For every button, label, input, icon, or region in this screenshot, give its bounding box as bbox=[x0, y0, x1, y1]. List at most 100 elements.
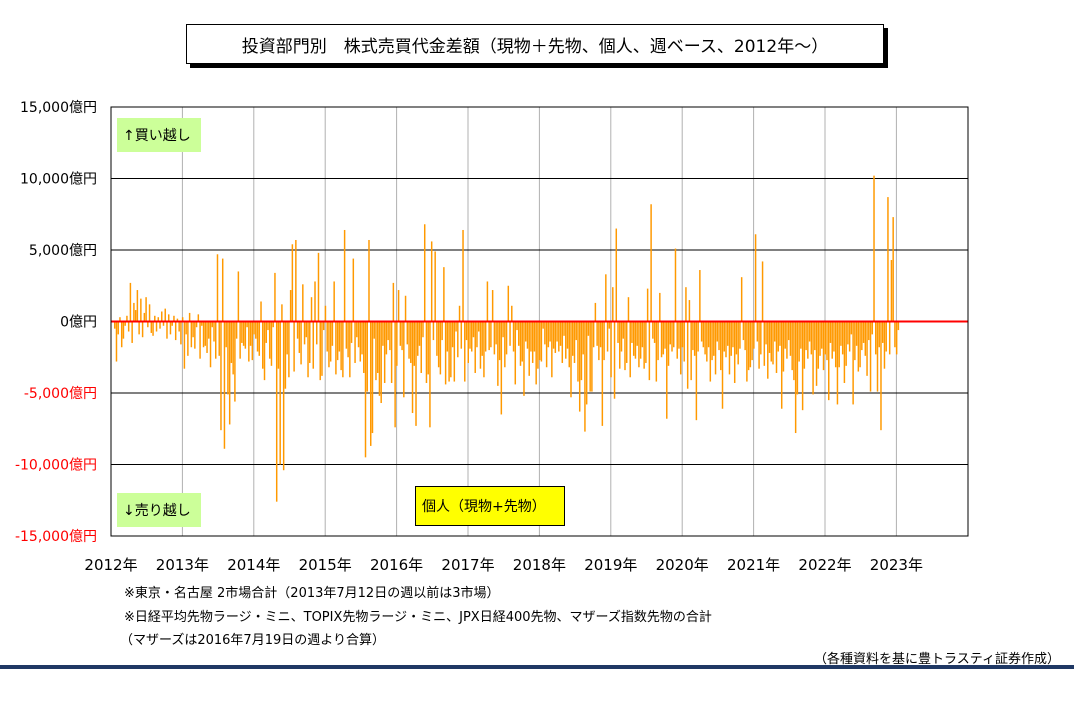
bar bbox=[852, 321, 854, 405]
bar bbox=[124, 321, 126, 326]
bar bbox=[509, 321, 511, 346]
bar bbox=[256, 321, 259, 352]
bar bbox=[836, 321, 839, 405]
bar bbox=[399, 321, 402, 346]
bar bbox=[126, 315, 128, 322]
bar bbox=[288, 321, 290, 378]
bar bbox=[187, 321, 189, 356]
bar bbox=[471, 321, 473, 352]
y-tick-label: -10,000億円 bbox=[15, 458, 97, 474]
bar bbox=[888, 321, 891, 355]
bar bbox=[599, 321, 602, 348]
bar bbox=[429, 321, 431, 428]
bar bbox=[397, 290, 400, 322]
bar bbox=[129, 282, 132, 322]
bar bbox=[780, 321, 783, 409]
bar bbox=[201, 321, 203, 326]
bar bbox=[622, 321, 624, 339]
bar bbox=[396, 321, 398, 366]
bar bbox=[704, 321, 706, 355]
bar bbox=[483, 321, 485, 378]
bar bbox=[371, 321, 374, 434]
bar bbox=[185, 321, 187, 335]
bar bbox=[343, 229, 346, 322]
bar bbox=[444, 321, 447, 385]
bar bbox=[195, 321, 198, 328]
bar bbox=[382, 321, 384, 346]
bar bbox=[845, 321, 847, 366]
bar bbox=[605, 274, 607, 322]
bar bbox=[774, 321, 776, 342]
note-mothers: （マザーズは2016年7月19日の週より合算） bbox=[120, 633, 385, 648]
bar bbox=[709, 321, 712, 382]
bar bbox=[775, 321, 778, 373]
bar bbox=[148, 304, 151, 322]
bar bbox=[885, 321, 887, 352]
bar bbox=[455, 321, 457, 332]
bar bbox=[155, 321, 158, 332]
bar bbox=[277, 321, 280, 369]
bar bbox=[650, 204, 652, 322]
bar bbox=[401, 321, 403, 351]
bar bbox=[467, 321, 469, 363]
bar bbox=[289, 290, 292, 322]
bar bbox=[411, 321, 414, 414]
bar bbox=[143, 312, 146, 322]
bar bbox=[321, 321, 323, 376]
y-tick-label: 0億円 bbox=[60, 315, 97, 331]
bar bbox=[876, 321, 879, 392]
x-tick-label: 2018年 bbox=[513, 556, 566, 574]
bar bbox=[307, 321, 309, 378]
bar bbox=[227, 321, 229, 395]
bar bbox=[601, 321, 604, 426]
bar bbox=[253, 321, 255, 335]
bar bbox=[796, 321, 799, 395]
bar bbox=[268, 321, 271, 359]
bar bbox=[115, 321, 118, 362]
x-tick-label: 2012年 bbox=[84, 556, 137, 574]
bar bbox=[497, 321, 499, 386]
bar bbox=[833, 321, 835, 352]
bar bbox=[437, 321, 440, 368]
bar bbox=[530, 321, 532, 352]
bar bbox=[181, 317, 184, 322]
bar bbox=[390, 321, 393, 383]
bar bbox=[624, 321, 626, 371]
bar bbox=[664, 321, 666, 349]
bar bbox=[598, 321, 600, 361]
note-futures: ※日経平均先物ラージ・ミニ、TOPIX先物ラージ・ミニ、JPX日経400先物、マ… bbox=[124, 610, 712, 625]
bar bbox=[714, 321, 717, 375]
bar bbox=[235, 321, 238, 339]
bar bbox=[789, 321, 792, 356]
bar bbox=[406, 321, 409, 345]
bar bbox=[134, 310, 137, 322]
bar bbox=[606, 321, 609, 352]
bar bbox=[760, 321, 762, 355]
bar bbox=[502, 321, 504, 338]
bar bbox=[881, 321, 884, 343]
y-tick-label: 15,000億円 bbox=[20, 100, 97, 116]
bar bbox=[329, 321, 332, 362]
bar bbox=[380, 321, 382, 404]
bar bbox=[547, 321, 550, 348]
bar bbox=[747, 321, 750, 371]
bar bbox=[119, 317, 121, 322]
bar bbox=[812, 321, 814, 395]
x-tick-label: 2022年 bbox=[798, 556, 851, 574]
bar bbox=[495, 321, 497, 345]
bar bbox=[878, 321, 880, 348]
bar bbox=[345, 321, 348, 349]
bar bbox=[868, 321, 870, 341]
bar bbox=[171, 321, 173, 326]
bar bbox=[639, 321, 642, 359]
bar bbox=[880, 321, 882, 431]
bar bbox=[246, 321, 248, 328]
bar bbox=[829, 321, 832, 343]
bar bbox=[188, 312, 191, 322]
bar bbox=[838, 321, 840, 368]
bar bbox=[251, 321, 254, 361]
bar bbox=[767, 321, 769, 379]
bar bbox=[841, 321, 844, 355]
bar bbox=[354, 321, 356, 363]
